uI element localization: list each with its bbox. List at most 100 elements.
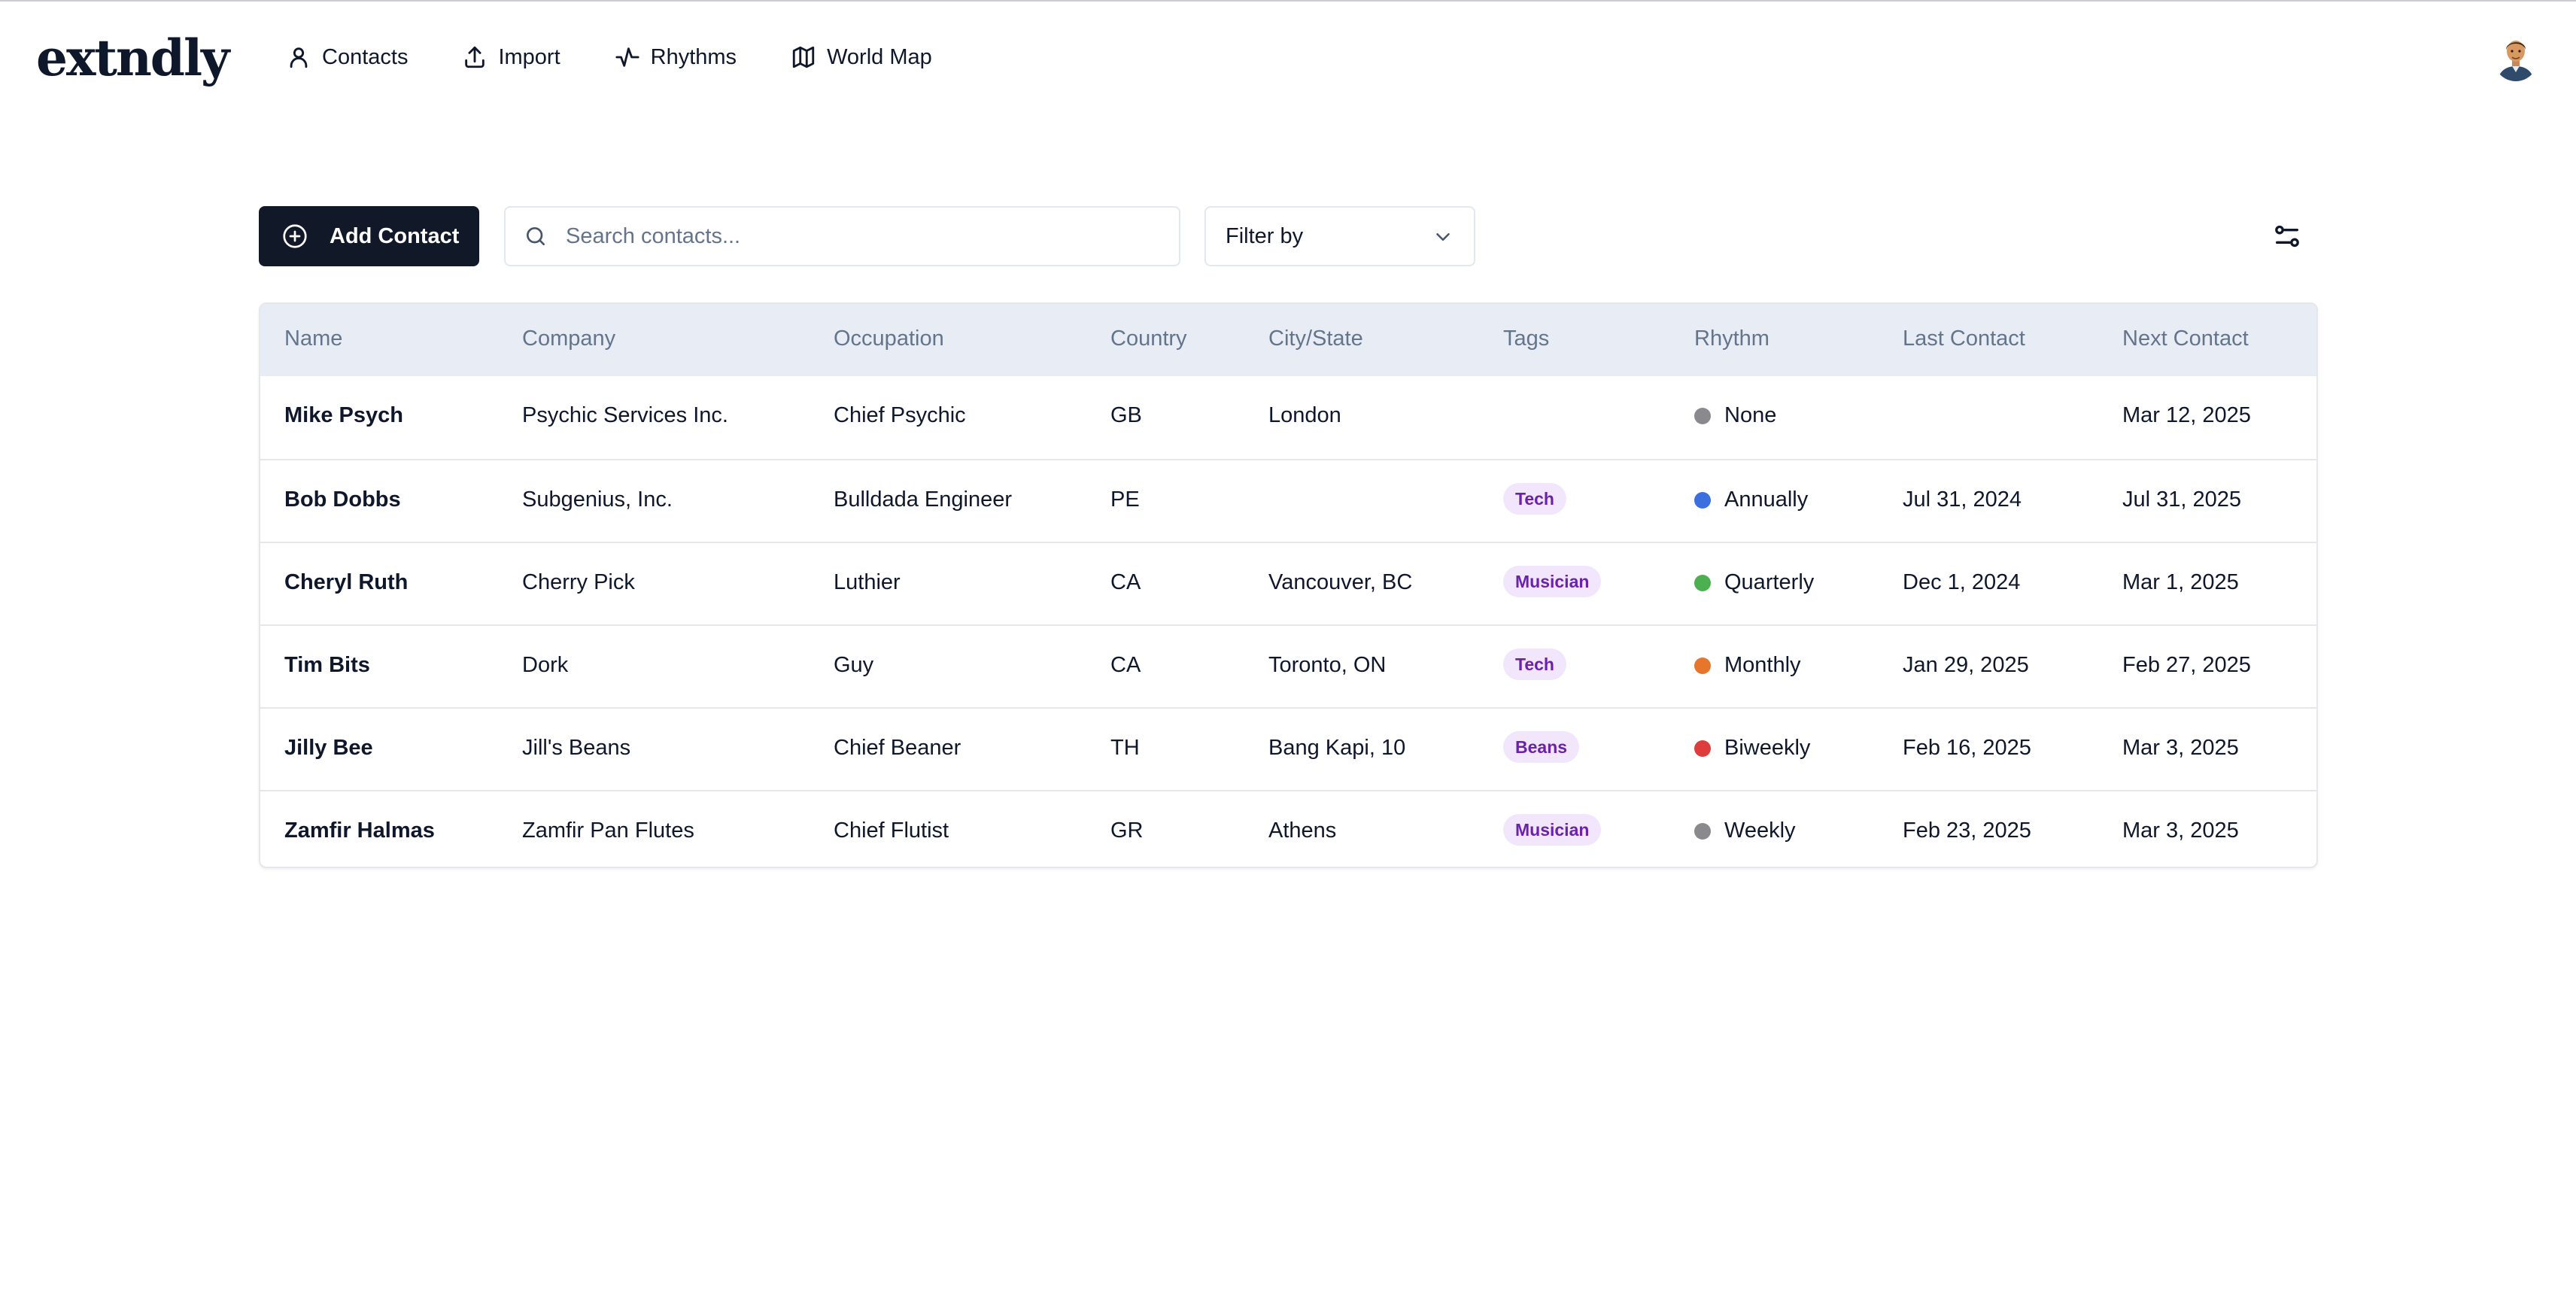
column-header-country[interactable]: Country	[1110, 326, 1187, 351]
main-nav: Contacts Import Rhythms World Map	[286, 41, 986, 74]
cell-city-state: Bang Kapi, 10	[1268, 736, 1406, 760]
rhythm-status-dot	[1694, 407, 1711, 424]
cell-last-contact: Jul 31, 2024	[1903, 487, 2022, 512]
cell-next-contact: Jul 31, 2025	[2122, 487, 2242, 512]
table-row[interactable]: Jilly Bee Jill's Beans Chief Beaner TH Bang …	[260, 707, 2316, 790]
table-row[interactable]: Cheryl Ruth Cherry Pick Luthier CA Vancouver…	[260, 542, 2316, 624]
rhythm-label: Quarterly	[1724, 570, 1815, 594]
plus-circle-icon	[283, 224, 307, 248]
table-row[interactable]: Tim Bits Dork Guy CA Toronto, ON Jan 29, 2025…	[260, 624, 2316, 707]
rhythm-label: Monthly	[1724, 653, 1801, 677]
column-settings-icon[interactable]	[2272, 221, 2302, 251]
cell-city-state: Toronto, ON	[1268, 653, 1387, 677]
rhythm-label: Biweekly	[1724, 736, 1811, 760]
cell-name: Bob Dobbs	[284, 487, 401, 512]
nav-contacts[interactable]: Contacts	[286, 41, 408, 74]
activity-icon	[615, 47, 639, 67]
rhythm-indicator: Quarterly	[1694, 570, 1814, 595]
add-contact-button[interactable]: Add Contact	[259, 206, 479, 266]
rhythm-status-dot	[1694, 657, 1711, 674]
cell-occupation: Luthier	[834, 570, 901, 594]
table-row[interactable]: Bob Dobbs Subgenius, Inc. Bulldada Enginee…	[260, 459, 2316, 542]
rhythm-status-dot	[1694, 491, 1711, 509]
column-header-city-state[interactable]: City/State	[1268, 326, 1363, 351]
rhythm-indicator: Annually	[1694, 487, 1808, 512]
tag-badge[interactable]: Tech	[1503, 483, 1566, 515]
cell-company: Psychic Services Inc.	[522, 403, 728, 427]
filter-select[interactable]: Filter by	[1204, 206, 1475, 266]
window-top-border	[0, 0, 2576, 2]
rhythm-label: None	[1724, 403, 1777, 427]
search-input[interactable]	[566, 223, 1153, 249]
cell-last-contact: Jan 29, 2025	[1903, 653, 2029, 677]
cell-company: Dork	[522, 653, 569, 677]
cell-name: Zamfir Halmas	[284, 819, 435, 843]
cell-company: Cherry Pick	[522, 570, 635, 594]
cell-occupation: Chief Beaner	[834, 736, 961, 760]
column-header-rhythm[interactable]: Rhythm	[1694, 326, 1769, 351]
column-header-name[interactable]: Name	[284, 326, 343, 351]
cell-company: Subgenius, Inc.	[522, 487, 673, 512]
cell-next-contact: Feb 27, 2025	[2122, 653, 2251, 677]
cell-name: Mike Psych	[284, 403, 403, 427]
cell-name: Jilly Bee	[284, 736, 373, 760]
cell-country: GR	[1110, 819, 1144, 843]
cell-country: TH	[1110, 736, 1140, 760]
tag-badge[interactable]: Musician	[1503, 566, 1602, 597]
app-logo[interactable]: extndly	[36, 29, 229, 87]
cell-country: GB	[1110, 403, 1142, 427]
cell-company: Jill's Beans	[522, 736, 631, 760]
rhythm-indicator: Monthly	[1694, 653, 1801, 678]
nav-world-map[interactable]: World Map	[791, 41, 932, 74]
table-header: Name Company Occupation Country City/Sta…	[260, 304, 2316, 376]
column-header-tags[interactable]: Tags	[1503, 326, 1550, 351]
contacts-table: Name Company Occupation Country City/Sta…	[259, 302, 2318, 868]
rhythm-label: Weekly	[1724, 819, 1796, 843]
tag-badge[interactable]: Beans	[1503, 731, 1580, 763]
upload-icon	[465, 46, 485, 68]
rhythm-status-dot	[1694, 740, 1711, 757]
rhythm-status-dot	[1694, 822, 1711, 840]
rhythm-indicator: Biweekly	[1694, 736, 1810, 761]
column-header-company[interactable]: Company	[522, 326, 616, 351]
column-header-last-contact[interactable]: Last Contact	[1903, 326, 2025, 351]
cell-country: CA	[1110, 570, 1141, 594]
cell-next-contact: Mar 12, 2025	[2122, 403, 2251, 427]
tag-badge[interactable]: Tech	[1503, 648, 1566, 680]
rhythm-indicator: Weekly	[1694, 819, 1796, 843]
cell-last-contact: Feb 16, 2025	[1903, 736, 2031, 760]
cell-city-state: Athens	[1268, 819, 1337, 843]
cell-country: CA	[1110, 653, 1141, 677]
cell-company: Zamfir Pan Flutes	[522, 819, 694, 843]
rhythm-indicator: None	[1694, 403, 1776, 428]
nav-rhythms[interactable]: Rhythms	[615, 41, 737, 74]
rhythm-status-dot	[1694, 574, 1711, 591]
column-header-occupation[interactable]: Occupation	[834, 326, 944, 351]
table-row[interactable]: Zamfir Halmas Zamfir Pan Flutes Chief Flut…	[260, 790, 2316, 867]
search-icon	[527, 227, 545, 245]
cell-occupation: Chief Psychic	[834, 403, 966, 427]
search-box[interactable]	[504, 206, 1180, 266]
user-icon	[290, 47, 308, 68]
user-avatar[interactable]	[2493, 35, 2538, 81]
cell-next-contact: Mar 3, 2025	[2122, 819, 2239, 843]
cell-name: Cheryl Ruth	[284, 570, 409, 594]
nav-label: Import	[498, 44, 560, 69]
cell-name: Tim Bits	[284, 653, 370, 677]
map-icon	[792, 46, 815, 68]
cell-occupation: Guy	[834, 653, 874, 677]
cell-last-contact: Feb 23, 2025	[1903, 819, 2031, 843]
cell-occupation: Chief Flutist	[834, 819, 949, 843]
cell-city-state: London	[1268, 403, 1341, 427]
cell-occupation: Bulldada Engineer	[834, 487, 1013, 512]
cell-country: PE	[1110, 487, 1140, 512]
nav-label: Contacts	[322, 44, 409, 69]
table-row[interactable]: Mike Psych Psychic Services Inc. Chief Psy…	[260, 376, 2316, 459]
cell-next-contact: Mar 3, 2025	[2122, 736, 2239, 760]
nav-label: World Map	[827, 44, 932, 69]
tag-badge[interactable]: Musician	[1503, 814, 1602, 846]
column-header-next-contact[interactable]: Next Contact	[2122, 326, 2249, 351]
nav-label: Rhythms	[650, 44, 737, 69]
rhythm-label: Annually	[1724, 487, 1809, 512]
nav-import[interactable]: Import	[462, 41, 560, 74]
